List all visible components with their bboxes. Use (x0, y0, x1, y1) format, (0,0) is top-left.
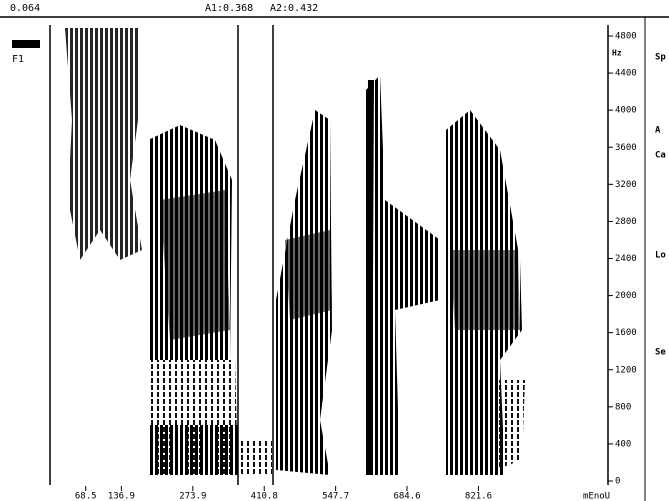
x-tick-label: 136.9 (108, 492, 135, 501)
x-tick-label: 410.8 (251, 492, 278, 501)
y-tick-label: 4400 (615, 69, 637, 79)
time-unit: mEnoU (583, 492, 610, 501)
x-tick-label: 684.6 (393, 492, 420, 501)
y-tick-label: 2400 (615, 254, 637, 264)
y-tick-label: 2000 (615, 291, 637, 301)
y-tick-label: 800 (615, 402, 631, 412)
panel-item: Sp (655, 53, 666, 63)
y-tick-label: 1600 (615, 328, 637, 338)
channel-tag (12, 40, 40, 48)
x-tick-label: 68.5 (75, 492, 97, 501)
panel-item: Lo (655, 251, 666, 261)
y-tick-label: 1200 (615, 365, 637, 375)
frequency-unit: Hz (612, 49, 622, 58)
y-tick-label: 3200 (615, 180, 637, 190)
x-tick-label: 547.7 (322, 492, 349, 501)
y-tick-label: 0 (615, 477, 620, 487)
y-tick-label: 400 (615, 439, 631, 449)
panel-item: A (655, 126, 661, 136)
cursor-a1-label: A1:0.368 (205, 3, 253, 14)
x-tick-label: 821.6 (465, 492, 492, 501)
spectrogram (65, 28, 525, 475)
y-tick-label: 4800 (615, 32, 637, 42)
y-tick-label: 3600 (615, 143, 637, 153)
panel-item: Ca (655, 151, 666, 161)
channel-label: F1 (12, 54, 24, 65)
start-time: 0.064 (10, 3, 40, 14)
panel-item: Se (655, 348, 666, 358)
x-tick-label: 273.9 (179, 492, 206, 501)
y-tick-label: 4000 (615, 106, 637, 116)
cursor-a2-label: A2:0.432 (270, 3, 318, 14)
y-tick-label: 2800 (615, 217, 637, 227)
